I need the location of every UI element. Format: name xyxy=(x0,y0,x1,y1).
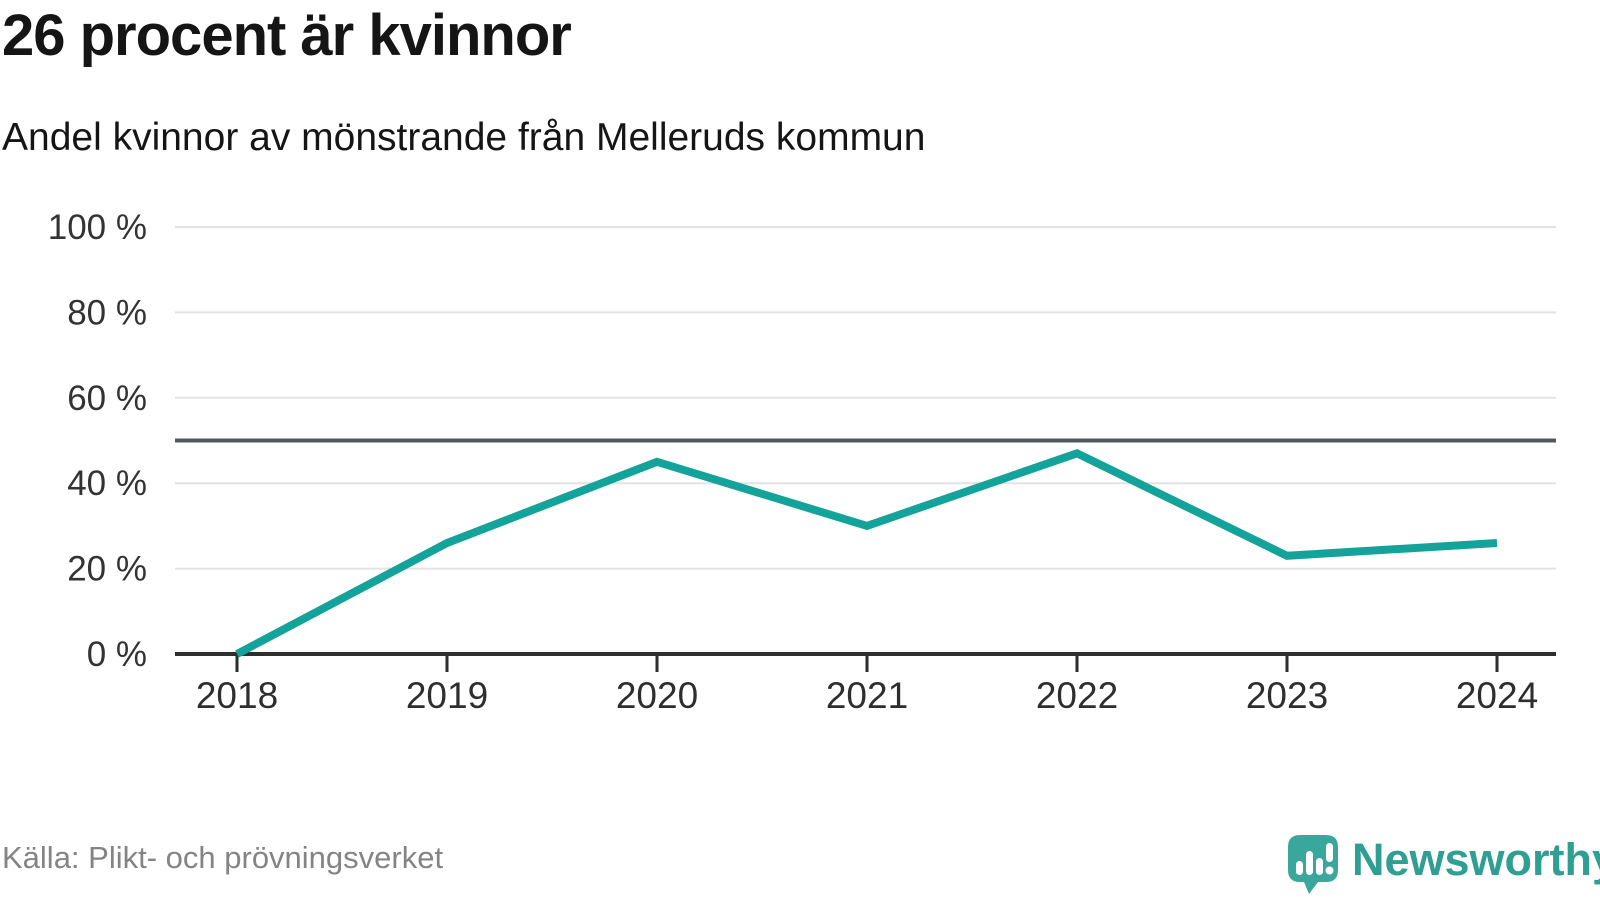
data-line xyxy=(235,448,1498,658)
y-tick-label: 100 % xyxy=(48,208,147,247)
newsworthy-logo-icon xyxy=(1288,835,1338,894)
x-tick-label: 2020 xyxy=(616,675,698,716)
y-tick-label: 0 % xyxy=(87,635,147,674)
brand-name: Newsworthy xyxy=(1352,834,1600,885)
y-tick-label: 80 % xyxy=(67,293,147,332)
x-tick-label: 2018 xyxy=(196,675,278,716)
page-title: 26 procent är kvinnor xyxy=(2,3,572,68)
x-tick-label: 2021 xyxy=(826,675,908,716)
x-tick-label: 2024 xyxy=(1456,675,1538,716)
y-tick-label: 20 % xyxy=(67,550,147,589)
y-tick-label: 60 % xyxy=(67,379,147,418)
y-tick-label: 40 % xyxy=(67,464,147,503)
x-tick-label: 2022 xyxy=(1036,675,1118,716)
brand-footer: Newsworthy xyxy=(1288,835,1600,895)
x-tick-label: 2019 xyxy=(406,675,488,716)
x-tick-label: 2023 xyxy=(1246,675,1328,716)
source-note: Källa: Plikt- och prövningsverket xyxy=(2,840,444,875)
chart-subtitle: Andel kvinnor av mönstrande från Melleru… xyxy=(2,116,926,159)
